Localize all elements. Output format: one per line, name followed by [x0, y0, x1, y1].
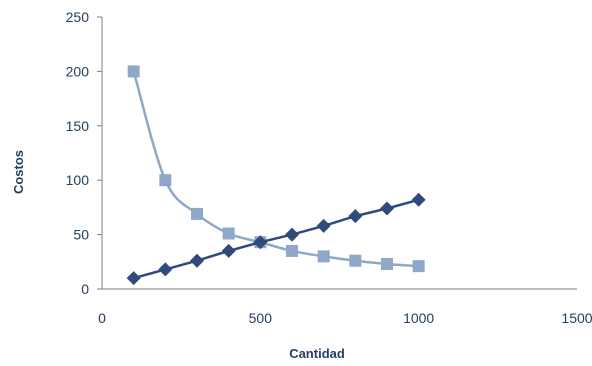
data-point-diamond — [158, 262, 173, 277]
data-point-diamond — [380, 201, 394, 216]
y-tick-label: 50 — [73, 227, 89, 243]
x-tick-labels: 0 500 1000 1500 — [98, 310, 592, 326]
data-point-diamond — [126, 271, 141, 286]
data-point-square — [159, 174, 172, 187]
data-point-diamond — [253, 235, 268, 250]
data-point-diamond — [411, 192, 426, 207]
data-point-square — [127, 65, 140, 78]
axes — [101, 17, 577, 290]
data-point-diamond — [285, 227, 299, 242]
data-point-square — [286, 244, 298, 257]
data-point-square — [317, 250, 330, 263]
data-point-square — [191, 207, 203, 220]
x-axis-title: Cantidad — [289, 346, 345, 361]
y-tick-label: 0 — [81, 281, 89, 297]
data-point-diamond — [190, 253, 204, 268]
x-tick-label: 500 — [249, 310, 273, 326]
series-1 — [126, 192, 426, 286]
y-tick-labels: 0 50 100 150 200 250 — [66, 9, 102, 297]
series-line — [132, 71, 419, 268]
y-tick-label: 200 — [66, 63, 90, 79]
series-line — [133, 198, 419, 280]
data-point-square — [381, 257, 393, 270]
x-tick-label: 1000 — [403, 310, 434, 326]
y-tick-label: 100 — [66, 172, 90, 188]
data-point-square — [412, 260, 425, 273]
x-tick-label: 0 — [98, 310, 106, 326]
y-tick-label: 250 — [66, 9, 90, 25]
data-point-diamond — [221, 243, 236, 258]
data-point-diamond — [316, 218, 331, 233]
y-tick-label: 150 — [66, 118, 90, 134]
series-layer — [126, 65, 426, 286]
data-point-diamond — [348, 209, 363, 224]
y-axis-title: Costos — [11, 150, 26, 194]
x-tick-label: 1500 — [561, 310, 592, 326]
data-point-square — [349, 254, 362, 267]
series-2 — [127, 65, 425, 273]
data-point-square — [222, 227, 235, 240]
